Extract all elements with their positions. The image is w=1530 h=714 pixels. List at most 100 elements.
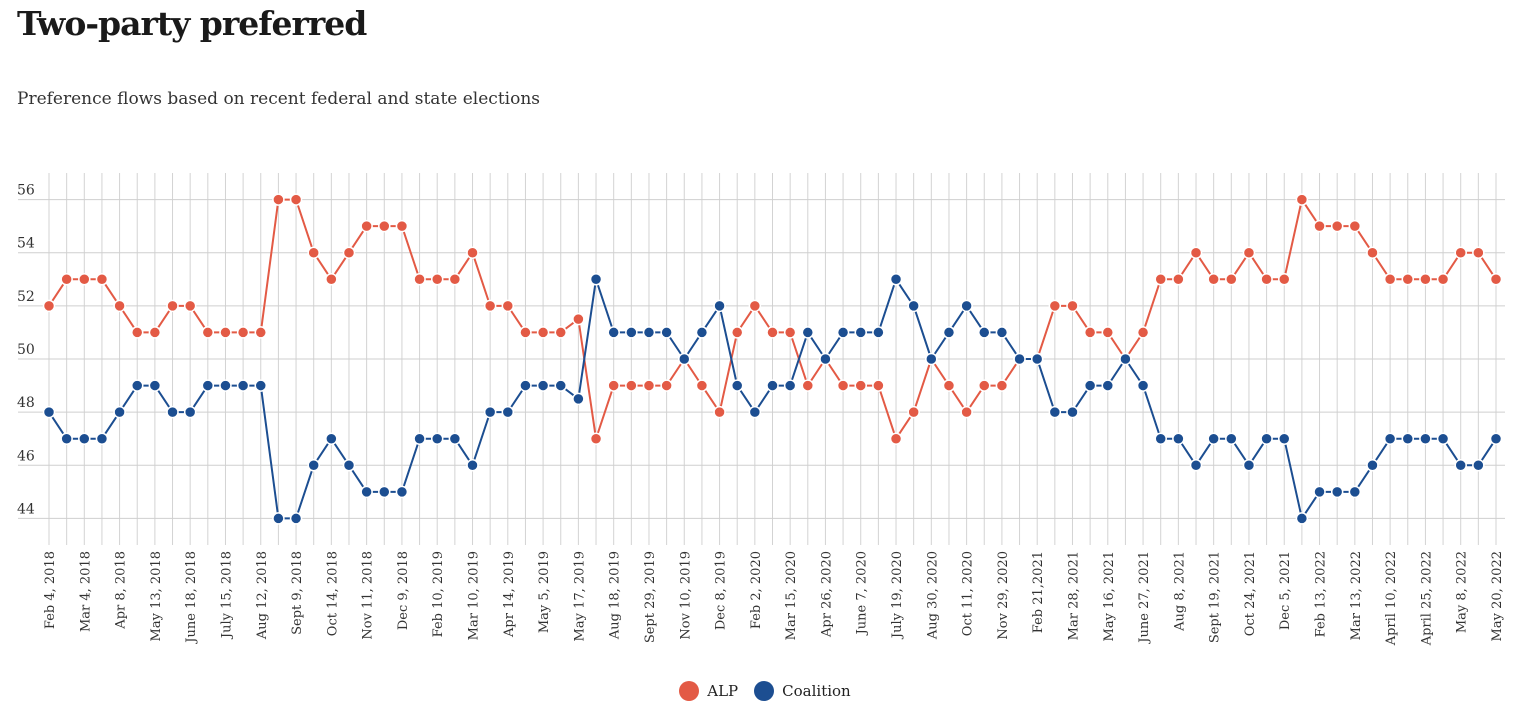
point-alp[interactable]	[1401, 273, 1415, 286]
point-alp[interactable]	[1101, 326, 1115, 339]
point-coalition[interactable]	[60, 432, 73, 445]
point-alp[interactable]	[642, 379, 656, 392]
point-coalition[interactable]	[148, 379, 162, 392]
point-coalition[interactable]	[960, 299, 973, 313]
point-alp[interactable]	[1172, 273, 1185, 286]
point-coalition[interactable]	[501, 405, 515, 419]
point-coalition[interactable]	[183, 405, 197, 419]
point-coalition[interactable]	[1207, 432, 1220, 445]
point-coalition[interactable]	[978, 326, 991, 339]
point-alp[interactable]	[1154, 273, 1167, 286]
point-alp[interactable]	[942, 379, 956, 392]
point-alp[interactable]	[130, 326, 144, 339]
point-coalition[interactable]	[678, 352, 691, 366]
point-coalition[interactable]	[907, 299, 920, 313]
point-alp[interactable]	[342, 246, 356, 259]
point-coalition[interactable]	[589, 273, 603, 286]
point-coalition[interactable]	[801, 326, 815, 339]
point-coalition[interactable]	[272, 512, 285, 525]
point-alp[interactable]	[660, 379, 673, 392]
point-coalition[interactable]	[413, 432, 426, 445]
point-alp[interactable]	[148, 326, 162, 339]
point-alp[interactable]	[1436, 273, 1450, 286]
point-alp[interactable]	[78, 273, 91, 286]
point-coalition[interactable]	[1295, 512, 1309, 525]
point-alp[interactable]	[1454, 246, 1467, 259]
point-alp[interactable]	[854, 379, 867, 392]
point-alp[interactable]	[1472, 246, 1485, 259]
point-alp[interactable]	[783, 326, 797, 339]
point-alp[interactable]	[554, 326, 567, 339]
point-alp[interactable]	[413, 273, 426, 286]
point-alp[interactable]	[960, 405, 973, 419]
point-coalition[interactable]	[695, 326, 709, 339]
point-alp[interactable]	[1242, 246, 1256, 259]
point-coalition[interactable]	[995, 326, 1009, 339]
point-coalition[interactable]	[1189, 459, 1203, 472]
point-alp[interactable]	[378, 219, 391, 233]
point-coalition[interactable]	[607, 326, 620, 339]
point-coalition[interactable]	[113, 405, 126, 419]
point-alp[interactable]	[1066, 299, 1079, 313]
point-coalition[interactable]	[78, 432, 91, 445]
point-coalition[interactable]	[289, 512, 303, 525]
point-coalition[interactable]	[1030, 352, 1044, 366]
point-alp[interactable]	[1366, 246, 1379, 259]
point-coalition[interactable]	[483, 405, 497, 419]
point-coalition[interactable]	[713, 299, 726, 313]
point-coalition[interactable]	[889, 273, 903, 286]
point-coalition[interactable]	[95, 432, 109, 445]
point-alp[interactable]	[501, 299, 515, 313]
point-coalition[interactable]	[1277, 432, 1291, 445]
point-alp[interactable]	[1383, 273, 1397, 286]
point-coalition[interactable]	[1048, 405, 1062, 419]
point-alp[interactable]	[695, 379, 709, 392]
point-coalition[interactable]	[1472, 459, 1485, 472]
point-coalition[interactable]	[1401, 432, 1415, 445]
point-alp[interactable]	[448, 273, 462, 286]
point-coalition[interactable]	[1066, 405, 1079, 419]
point-alp[interactable]	[289, 193, 303, 206]
point-coalition[interactable]	[342, 459, 356, 472]
point-alp[interactable]	[254, 326, 268, 339]
point-alp[interactable]	[1313, 219, 1326, 233]
point-coalition[interactable]	[625, 326, 638, 339]
point-alp[interactable]	[325, 273, 338, 286]
point-coalition[interactable]	[572, 392, 585, 406]
point-coalition[interactable]	[1154, 432, 1167, 445]
point-alp[interactable]	[748, 299, 762, 313]
point-coalition[interactable]	[748, 405, 762, 419]
point-alp[interactable]	[1348, 219, 1362, 233]
point-coalition[interactable]	[201, 379, 215, 392]
point-alp[interactable]	[1330, 219, 1344, 233]
point-alp[interactable]	[42, 299, 56, 313]
point-alp[interactable]	[113, 299, 126, 313]
point-alp[interactable]	[466, 246, 479, 259]
point-coalition[interactable]	[130, 379, 144, 392]
point-alp[interactable]	[1083, 326, 1097, 339]
point-alp[interactable]	[713, 405, 726, 419]
point-coalition[interactable]	[1172, 432, 1185, 445]
point-alp[interactable]	[1207, 273, 1220, 286]
point-alp[interactable]	[889, 432, 903, 445]
point-coalition[interactable]	[536, 379, 550, 392]
point-coalition[interactable]	[730, 379, 744, 392]
point-coalition[interactable]	[942, 326, 956, 339]
point-coalition[interactable]	[1225, 432, 1238, 445]
point-alp[interactable]	[1048, 299, 1062, 313]
point-alp[interactable]	[572, 312, 585, 326]
point-alp[interactable]	[201, 326, 215, 339]
point-coalition[interactable]	[1313, 485, 1326, 499]
point-coalition[interactable]	[1489, 432, 1503, 445]
point-alp[interactable]	[1136, 326, 1150, 339]
point-alp[interactable]	[907, 405, 920, 419]
point-alp[interactable]	[60, 273, 73, 286]
point-coalition[interactable]	[1454, 459, 1467, 472]
point-alp[interactable]	[536, 326, 550, 339]
point-coalition[interactable]	[1366, 459, 1379, 472]
point-alp[interactable]	[1295, 193, 1309, 206]
point-alp[interactable]	[95, 273, 109, 286]
point-coalition[interactable]	[1119, 352, 1132, 366]
point-alp[interactable]	[1489, 273, 1503, 286]
point-coalition[interactable]	[1330, 485, 1344, 499]
